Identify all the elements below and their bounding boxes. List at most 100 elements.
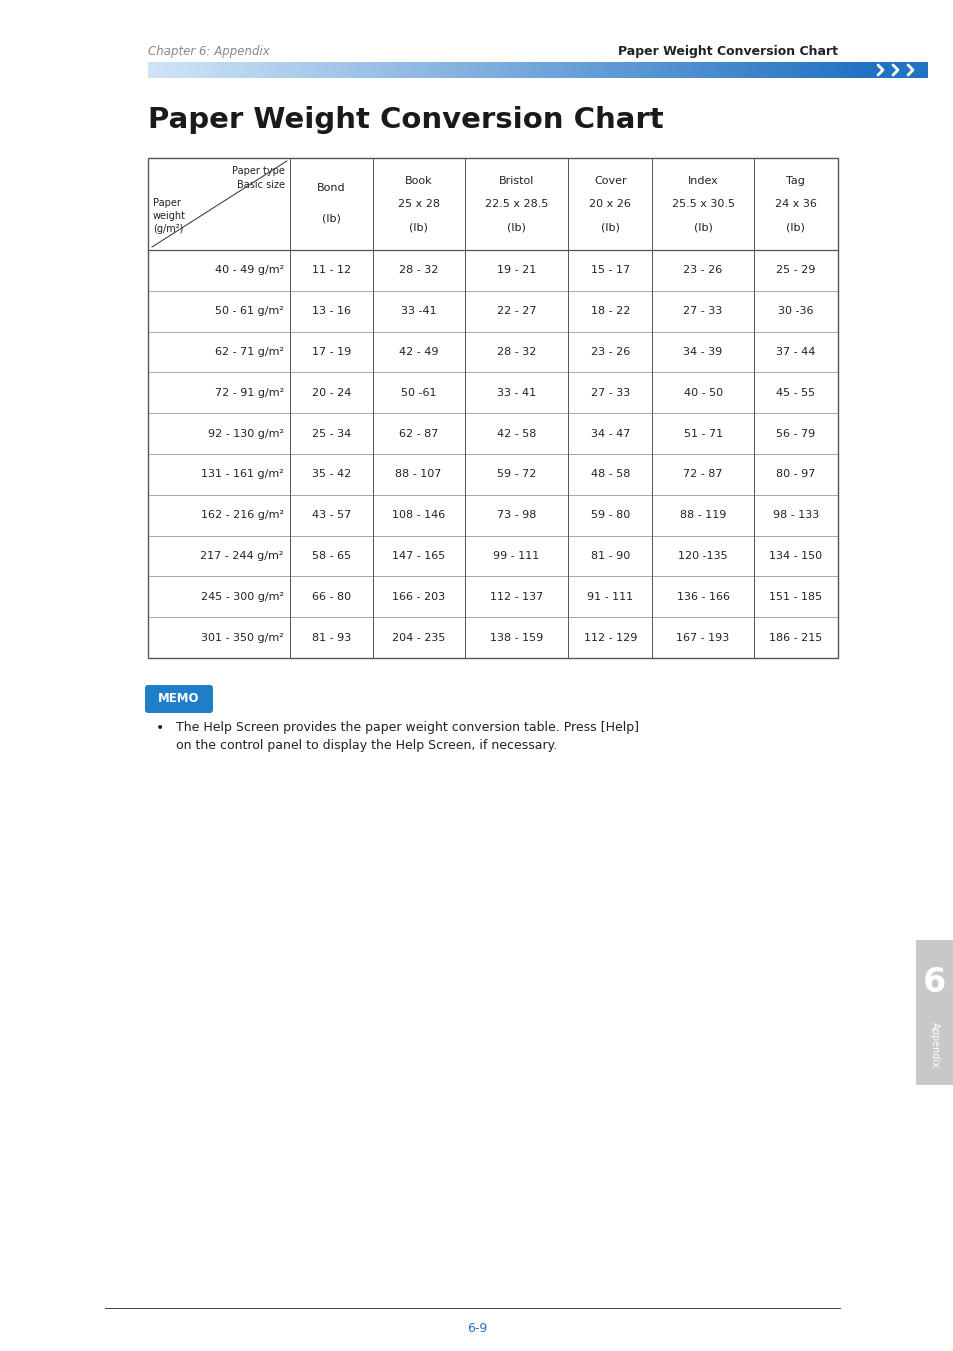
Text: 19 - 21: 19 - 21 <box>497 265 536 276</box>
Text: 20 - 24: 20 - 24 <box>312 388 351 397</box>
Text: Tag: Tag <box>785 177 804 186</box>
Text: 42 - 58: 42 - 58 <box>497 428 536 439</box>
Text: 186 - 215: 186 - 215 <box>768 632 821 643</box>
Text: 136 - 166: 136 - 166 <box>676 592 729 601</box>
Text: 204 - 235: 204 - 235 <box>392 632 445 643</box>
Text: 112 - 129: 112 - 129 <box>583 632 637 643</box>
Text: 138 - 159: 138 - 159 <box>489 632 542 643</box>
Text: 24 x 36: 24 x 36 <box>774 200 816 209</box>
Text: 120 -135: 120 -135 <box>678 551 727 561</box>
Text: 88 - 119: 88 - 119 <box>679 511 725 520</box>
Text: 6-9: 6-9 <box>466 1321 487 1335</box>
Text: Bristol: Bristol <box>498 177 534 186</box>
Text: Paper: Paper <box>152 199 181 208</box>
Text: 42 - 49: 42 - 49 <box>398 347 438 357</box>
Text: Book: Book <box>404 177 432 186</box>
Text: 23 - 26: 23 - 26 <box>682 265 722 276</box>
Text: 217 - 244 g/m²: 217 - 244 g/m² <box>200 551 284 561</box>
Text: 27 - 33: 27 - 33 <box>590 388 629 397</box>
Bar <box>148 158 837 658</box>
Text: 98 - 133: 98 - 133 <box>772 511 818 520</box>
Text: 50 - 61 g/m²: 50 - 61 g/m² <box>214 307 284 316</box>
Text: 91 - 111: 91 - 111 <box>587 592 633 601</box>
Text: 25 x 28: 25 x 28 <box>397 200 439 209</box>
Text: 13 - 16: 13 - 16 <box>312 307 351 316</box>
Text: 81 - 90: 81 - 90 <box>590 551 629 561</box>
Text: The Help Screen provides the paper weight conversion table. Press [Help]: The Help Screen provides the paper weigh… <box>175 721 639 735</box>
Text: 59 - 80: 59 - 80 <box>590 511 629 520</box>
Text: 22 - 27: 22 - 27 <box>497 307 536 316</box>
Text: 15 - 17: 15 - 17 <box>590 265 629 276</box>
Text: 27 - 33: 27 - 33 <box>682 307 722 316</box>
Text: (g/m²): (g/m²) <box>152 224 183 234</box>
Text: 99 - 111: 99 - 111 <box>493 551 539 561</box>
Text: 40 - 49 g/m²: 40 - 49 g/m² <box>214 265 284 276</box>
Text: 166 - 203: 166 - 203 <box>392 592 445 601</box>
Text: 23 - 26: 23 - 26 <box>590 347 629 357</box>
Text: (lb): (lb) <box>409 223 428 232</box>
Text: •: • <box>155 721 164 735</box>
Text: 81 - 93: 81 - 93 <box>312 632 351 643</box>
Text: 62 - 87: 62 - 87 <box>398 428 437 439</box>
Text: 72 - 91 g/m²: 72 - 91 g/m² <box>214 388 284 397</box>
Text: 134 - 150: 134 - 150 <box>768 551 821 561</box>
Text: 30 -36: 30 -36 <box>778 307 813 316</box>
Text: 33 -41: 33 -41 <box>400 307 436 316</box>
Text: 6: 6 <box>923 966 945 998</box>
Text: 88 - 107: 88 - 107 <box>395 469 441 480</box>
Text: 18 - 22: 18 - 22 <box>590 307 629 316</box>
Text: 131 - 161 g/m²: 131 - 161 g/m² <box>201 469 284 480</box>
Text: 62 - 71 g/m²: 62 - 71 g/m² <box>214 347 284 357</box>
Text: (lb): (lb) <box>321 213 340 223</box>
Text: 58 - 65: 58 - 65 <box>312 551 351 561</box>
Text: 22.5 x 28.5: 22.5 x 28.5 <box>484 200 547 209</box>
FancyBboxPatch shape <box>145 685 213 713</box>
Text: 66 - 80: 66 - 80 <box>312 592 351 601</box>
Text: on the control panel to display the Help Screen, if necessary.: on the control panel to display the Help… <box>175 739 557 753</box>
Text: 37 - 44: 37 - 44 <box>776 347 815 357</box>
Text: 25 - 29: 25 - 29 <box>776 265 815 276</box>
Text: 43 - 57: 43 - 57 <box>312 511 351 520</box>
Bar <box>869 62 927 78</box>
Text: Bond: Bond <box>316 182 345 193</box>
Text: 40 - 50: 40 - 50 <box>682 388 721 397</box>
Text: 25.5 x 30.5: 25.5 x 30.5 <box>671 200 734 209</box>
Text: 11 - 12: 11 - 12 <box>312 265 351 276</box>
Text: 28 - 32: 28 - 32 <box>398 265 437 276</box>
Text: Basic size: Basic size <box>236 180 285 190</box>
Text: (lb): (lb) <box>600 223 619 232</box>
Text: 108 - 146: 108 - 146 <box>392 511 445 520</box>
Text: 92 - 130 g/m²: 92 - 130 g/m² <box>208 428 284 439</box>
Bar <box>915 940 953 1085</box>
Text: 33 - 41: 33 - 41 <box>497 388 536 397</box>
Text: 50 -61: 50 -61 <box>400 388 436 397</box>
Text: 34 - 39: 34 - 39 <box>682 347 722 357</box>
Text: 151 - 185: 151 - 185 <box>768 592 821 601</box>
Text: 20 x 26: 20 x 26 <box>589 200 631 209</box>
Text: 73 - 98: 73 - 98 <box>497 511 536 520</box>
Text: Chapter 6: Appendix: Chapter 6: Appendix <box>148 46 270 58</box>
Text: Paper type: Paper type <box>232 166 285 176</box>
Text: 167 - 193: 167 - 193 <box>676 632 729 643</box>
Text: 301 - 350 g/m²: 301 - 350 g/m² <box>201 632 284 643</box>
Text: MEMO: MEMO <box>158 693 199 705</box>
Text: Paper Weight Conversion Chart: Paper Weight Conversion Chart <box>618 46 837 58</box>
Text: 17 - 19: 17 - 19 <box>312 347 351 357</box>
Text: 80 - 97: 80 - 97 <box>776 469 815 480</box>
Text: Appendix: Appendix <box>929 1021 939 1069</box>
Text: 59 - 72: 59 - 72 <box>497 469 536 480</box>
Text: 51 - 71: 51 - 71 <box>682 428 721 439</box>
Text: 48 - 58: 48 - 58 <box>590 469 629 480</box>
Text: 56 - 79: 56 - 79 <box>776 428 815 439</box>
Text: 45 - 55: 45 - 55 <box>776 388 815 397</box>
Text: Index: Index <box>687 177 718 186</box>
Text: Cover: Cover <box>594 177 626 186</box>
Text: 162 - 216 g/m²: 162 - 216 g/m² <box>201 511 284 520</box>
Text: 112 - 137: 112 - 137 <box>489 592 542 601</box>
Text: Paper Weight Conversion Chart: Paper Weight Conversion Chart <box>148 105 663 134</box>
Text: (lb): (lb) <box>693 223 712 232</box>
Text: 245 - 300 g/m²: 245 - 300 g/m² <box>201 592 284 601</box>
Text: 34 - 47: 34 - 47 <box>590 428 629 439</box>
Text: (lb): (lb) <box>785 223 804 232</box>
Text: 25 - 34: 25 - 34 <box>312 428 351 439</box>
